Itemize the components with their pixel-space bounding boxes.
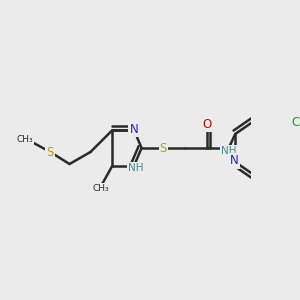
Text: S: S: [46, 146, 54, 158]
Text: S: S: [160, 142, 167, 154]
Text: CH₃: CH₃: [92, 184, 109, 193]
Text: NH: NH: [128, 163, 143, 173]
Text: N: N: [130, 123, 138, 136]
Text: CH₃: CH₃: [17, 136, 33, 145]
Text: O: O: [202, 118, 212, 130]
Text: Cl: Cl: [292, 116, 300, 128]
Text: N: N: [230, 154, 239, 167]
Text: NH: NH: [221, 146, 236, 156]
